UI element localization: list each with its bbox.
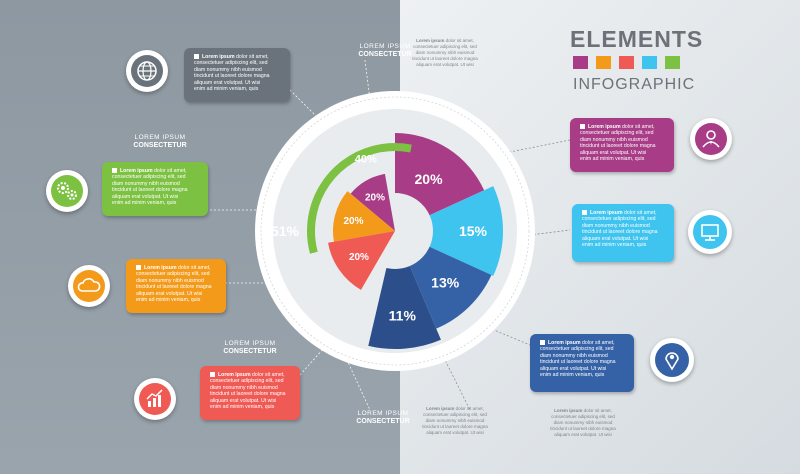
inner-label-1: 20% (365, 192, 385, 203)
outer-label-3: 11% (389, 308, 417, 324)
user-icon[interactable] (690, 118, 732, 160)
green-arc (307, 143, 483, 319)
inner-slice-2 (333, 191, 395, 242)
globe-icon[interactable] (126, 50, 168, 92)
callout-purple: Lorem ipsum dolor sit amet, consectetuer… (570, 118, 674, 172)
monitor-icon[interactable] (688, 210, 732, 254)
color-swatch-red (619, 56, 634, 69)
color-swatch-purple (573, 56, 588, 69)
inner-label-2: 20% (343, 216, 363, 227)
callout-cyan: Lorem ipsum dolor sit amet, consectetuer… (572, 204, 674, 262)
pie-chart: 20% 15% 13% 11% 51% 40% 20% 20% 20% (255, 91, 535, 371)
outer-label-0: 20% (415, 171, 444, 187)
page-title: ELEMENTS (570, 26, 704, 52)
gears-icon[interactable] (46, 170, 88, 212)
callout-green: Lorem ipsum dolor sit amet, consectetuer… (102, 162, 208, 216)
color-swatch-cyan (642, 56, 657, 69)
label-left-top: LOREM IPSUM CONSECTETUR (133, 134, 187, 149)
text-bottom-right: Lorem ipsum dolor sit amet, consectetuer… (550, 408, 616, 437)
outer-label-1: 15% (459, 223, 488, 239)
outer-label-2: 13% (431, 275, 460, 291)
page-subtitle: INFOGRAPHIC (573, 76, 696, 93)
callout-red: Lorem ipsum dolor sit amet, consectetuer… (200, 366, 300, 420)
cloud-icon[interactable] (68, 265, 110, 307)
location-pin-icon[interactable] (650, 338, 694, 382)
color-swatch-orange (596, 56, 611, 69)
text-top-right: Lorem ipsum dolor sit amet, consectetuer… (412, 38, 478, 67)
callout-gray: Lorem ipsum dolor sit amet, consectetuer… (184, 48, 290, 102)
callout-orange: Lorem ipsum dolor sit amet, consectetuer… (126, 259, 226, 313)
color-swatch-green (665, 56, 680, 69)
outer-slice-3 (368, 231, 441, 349)
inner-label-3: 20% (349, 252, 369, 263)
callout-blue: Lorem ipsum dolor sit amet, consectetuer… (530, 334, 634, 392)
inner-slice-3 (328, 231, 395, 290)
outer-slice-1 (395, 186, 503, 276)
label-bottom-center: LOREM IPSUM CONSECTETUR (356, 410, 410, 425)
growth-chart-icon[interactable] (134, 378, 176, 420)
text-bottom-center: Lorem ipsum dolor sit amet, consectetuer… (422, 406, 488, 435)
outer-label-4: 51% (271, 223, 300, 239)
label-left-bottom: LOREM IPSUM CONSECTETUR (223, 340, 277, 355)
inner-label-0: 40% (355, 154, 377, 166)
inner-slice-1 (350, 173, 395, 231)
label-top-center: LOREM IPSUM CONSECTETUR (358, 43, 412, 58)
